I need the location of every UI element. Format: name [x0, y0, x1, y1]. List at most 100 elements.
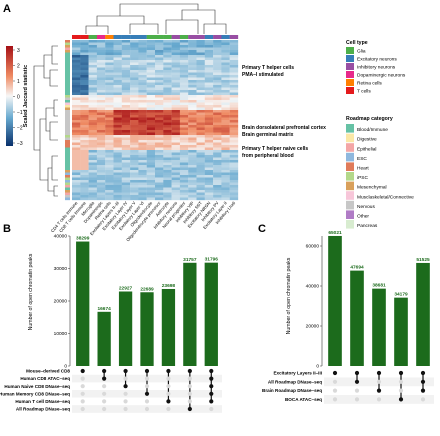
heatmap-cell — [130, 197, 139, 201]
row-annotation-cell — [65, 105, 70, 108]
heatmap-cell — [229, 172, 239, 176]
row-annotation-cell — [65, 110, 70, 113]
row-annotation-cell — [65, 97, 70, 101]
heatmap-cell — [196, 42, 205, 46]
heatmap-cell — [96, 72, 106, 76]
heatmap-cell — [204, 80, 214, 83]
heatmap-cell — [163, 70, 172, 73]
heatmap-cell — [138, 170, 147, 173]
heatmap-cell — [229, 97, 239, 101]
heatmap-cell — [171, 115, 181, 118]
heatmap-cell — [179, 80, 189, 83]
heatmap-cell — [96, 52, 106, 56]
heatmap-cell — [130, 85, 139, 88]
column-annotation-cell — [138, 35, 147, 39]
heatmap-cell — [221, 157, 230, 161]
matrix-dot-filled — [420, 379, 426, 384]
heatmap-cell — [163, 115, 172, 118]
heatmap-cell — [171, 107, 181, 111]
heatmap-cell — [146, 117, 156, 121]
heatmap-cell — [121, 65, 131, 68]
heatmap-cell — [146, 67, 156, 71]
heatmap-cell — [196, 160, 205, 163]
row-annotation-cell — [65, 62, 70, 66]
heatmap-cell — [196, 102, 205, 106]
heatmap-cell — [96, 150, 106, 153]
heatmap-cell — [179, 65, 189, 68]
heatmap-cell — [196, 122, 205, 126]
heatmap-cell — [121, 62, 131, 66]
heatmap-cell — [171, 192, 181, 196]
row-annotation-cell — [65, 167, 70, 171]
heatmap-cell — [163, 187, 172, 191]
legend-swatch — [346, 143, 354, 152]
matrix-dot-empty — [80, 399, 85, 404]
heatmap-cell — [146, 112, 156, 116]
heatmap-cell — [88, 130, 98, 133]
heatmap-cell — [229, 157, 239, 161]
heatmap-cell — [138, 175, 147, 178]
colorbar-tick-label: −2 — [17, 125, 23, 131]
heatmap-cell — [88, 187, 98, 191]
heatmap-cell — [130, 75, 139, 78]
heatmap-cell — [105, 192, 114, 196]
heatmap-cell — [204, 60, 214, 63]
heatmap-cell — [213, 120, 222, 123]
heatmap-cell — [72, 132, 81, 136]
heatmap-cell — [188, 92, 197, 96]
heatmap-cell — [229, 82, 239, 86]
heatmap-cell — [80, 160, 89, 163]
heatmap-cell — [229, 115, 239, 118]
heatmap-cell — [80, 140, 89, 143]
heatmap-cell — [204, 147, 214, 151]
heatmap-cell — [188, 42, 197, 46]
heatmap-cell — [130, 120, 139, 123]
heatmap-cell — [188, 107, 197, 111]
legend-label: Dopaminergic neurons — [357, 73, 406, 79]
heatmap-cell — [171, 145, 181, 148]
matrix-dot-filled — [123, 368, 128, 374]
heatmap-cell — [138, 195, 147, 198]
heatmap-cell — [88, 192, 98, 196]
matrix-dot-empty — [209, 406, 214, 412]
heatmap-cell — [72, 125, 81, 128]
heatmap-cell — [113, 55, 122, 58]
heatmap-cell — [163, 157, 172, 161]
heatmap-cell — [188, 155, 197, 158]
heatmap-cell — [196, 110, 205, 113]
legend-swatch — [346, 220, 354, 229]
heatmap-cell — [130, 52, 139, 56]
heatmap-cell — [155, 187, 164, 191]
heatmap-cell — [155, 60, 164, 63]
y-tick-label: 0 — [316, 364, 319, 370]
heatmap-cell — [155, 132, 164, 136]
heatmap-cell — [213, 82, 222, 86]
heatmap-cell — [196, 145, 205, 148]
heatmap-cell — [213, 192, 222, 196]
heatmap-cell — [121, 92, 131, 96]
heatmap-cell — [204, 52, 214, 56]
heatmap-cell — [80, 162, 89, 166]
heatmap-cell — [88, 170, 98, 173]
bar-value-label: 22689 — [140, 286, 154, 292]
heatmap-cell — [155, 135, 164, 138]
heatmap-cell — [96, 177, 106, 181]
heatmap-cell — [130, 72, 139, 76]
heatmap-cell — [229, 87, 239, 91]
legend-swatch — [346, 172, 354, 181]
heatmap-cell — [163, 150, 172, 153]
heatmap-cell — [229, 45, 239, 48]
heatmap-cell — [221, 57, 230, 61]
heatmap-cell — [213, 42, 222, 46]
heatmap-cell — [221, 180, 230, 183]
heatmap-cell — [88, 122, 98, 126]
heatmap-cell — [130, 127, 139, 131]
heatmap-cell — [155, 57, 164, 61]
heatmap-cell — [221, 142, 230, 146]
heatmap-cell — [138, 45, 147, 48]
heatmap-cell — [105, 155, 114, 158]
column-annotation-cell — [155, 35, 164, 39]
matrix-dot-empty — [102, 399, 107, 404]
heatmap-cell — [179, 187, 189, 191]
